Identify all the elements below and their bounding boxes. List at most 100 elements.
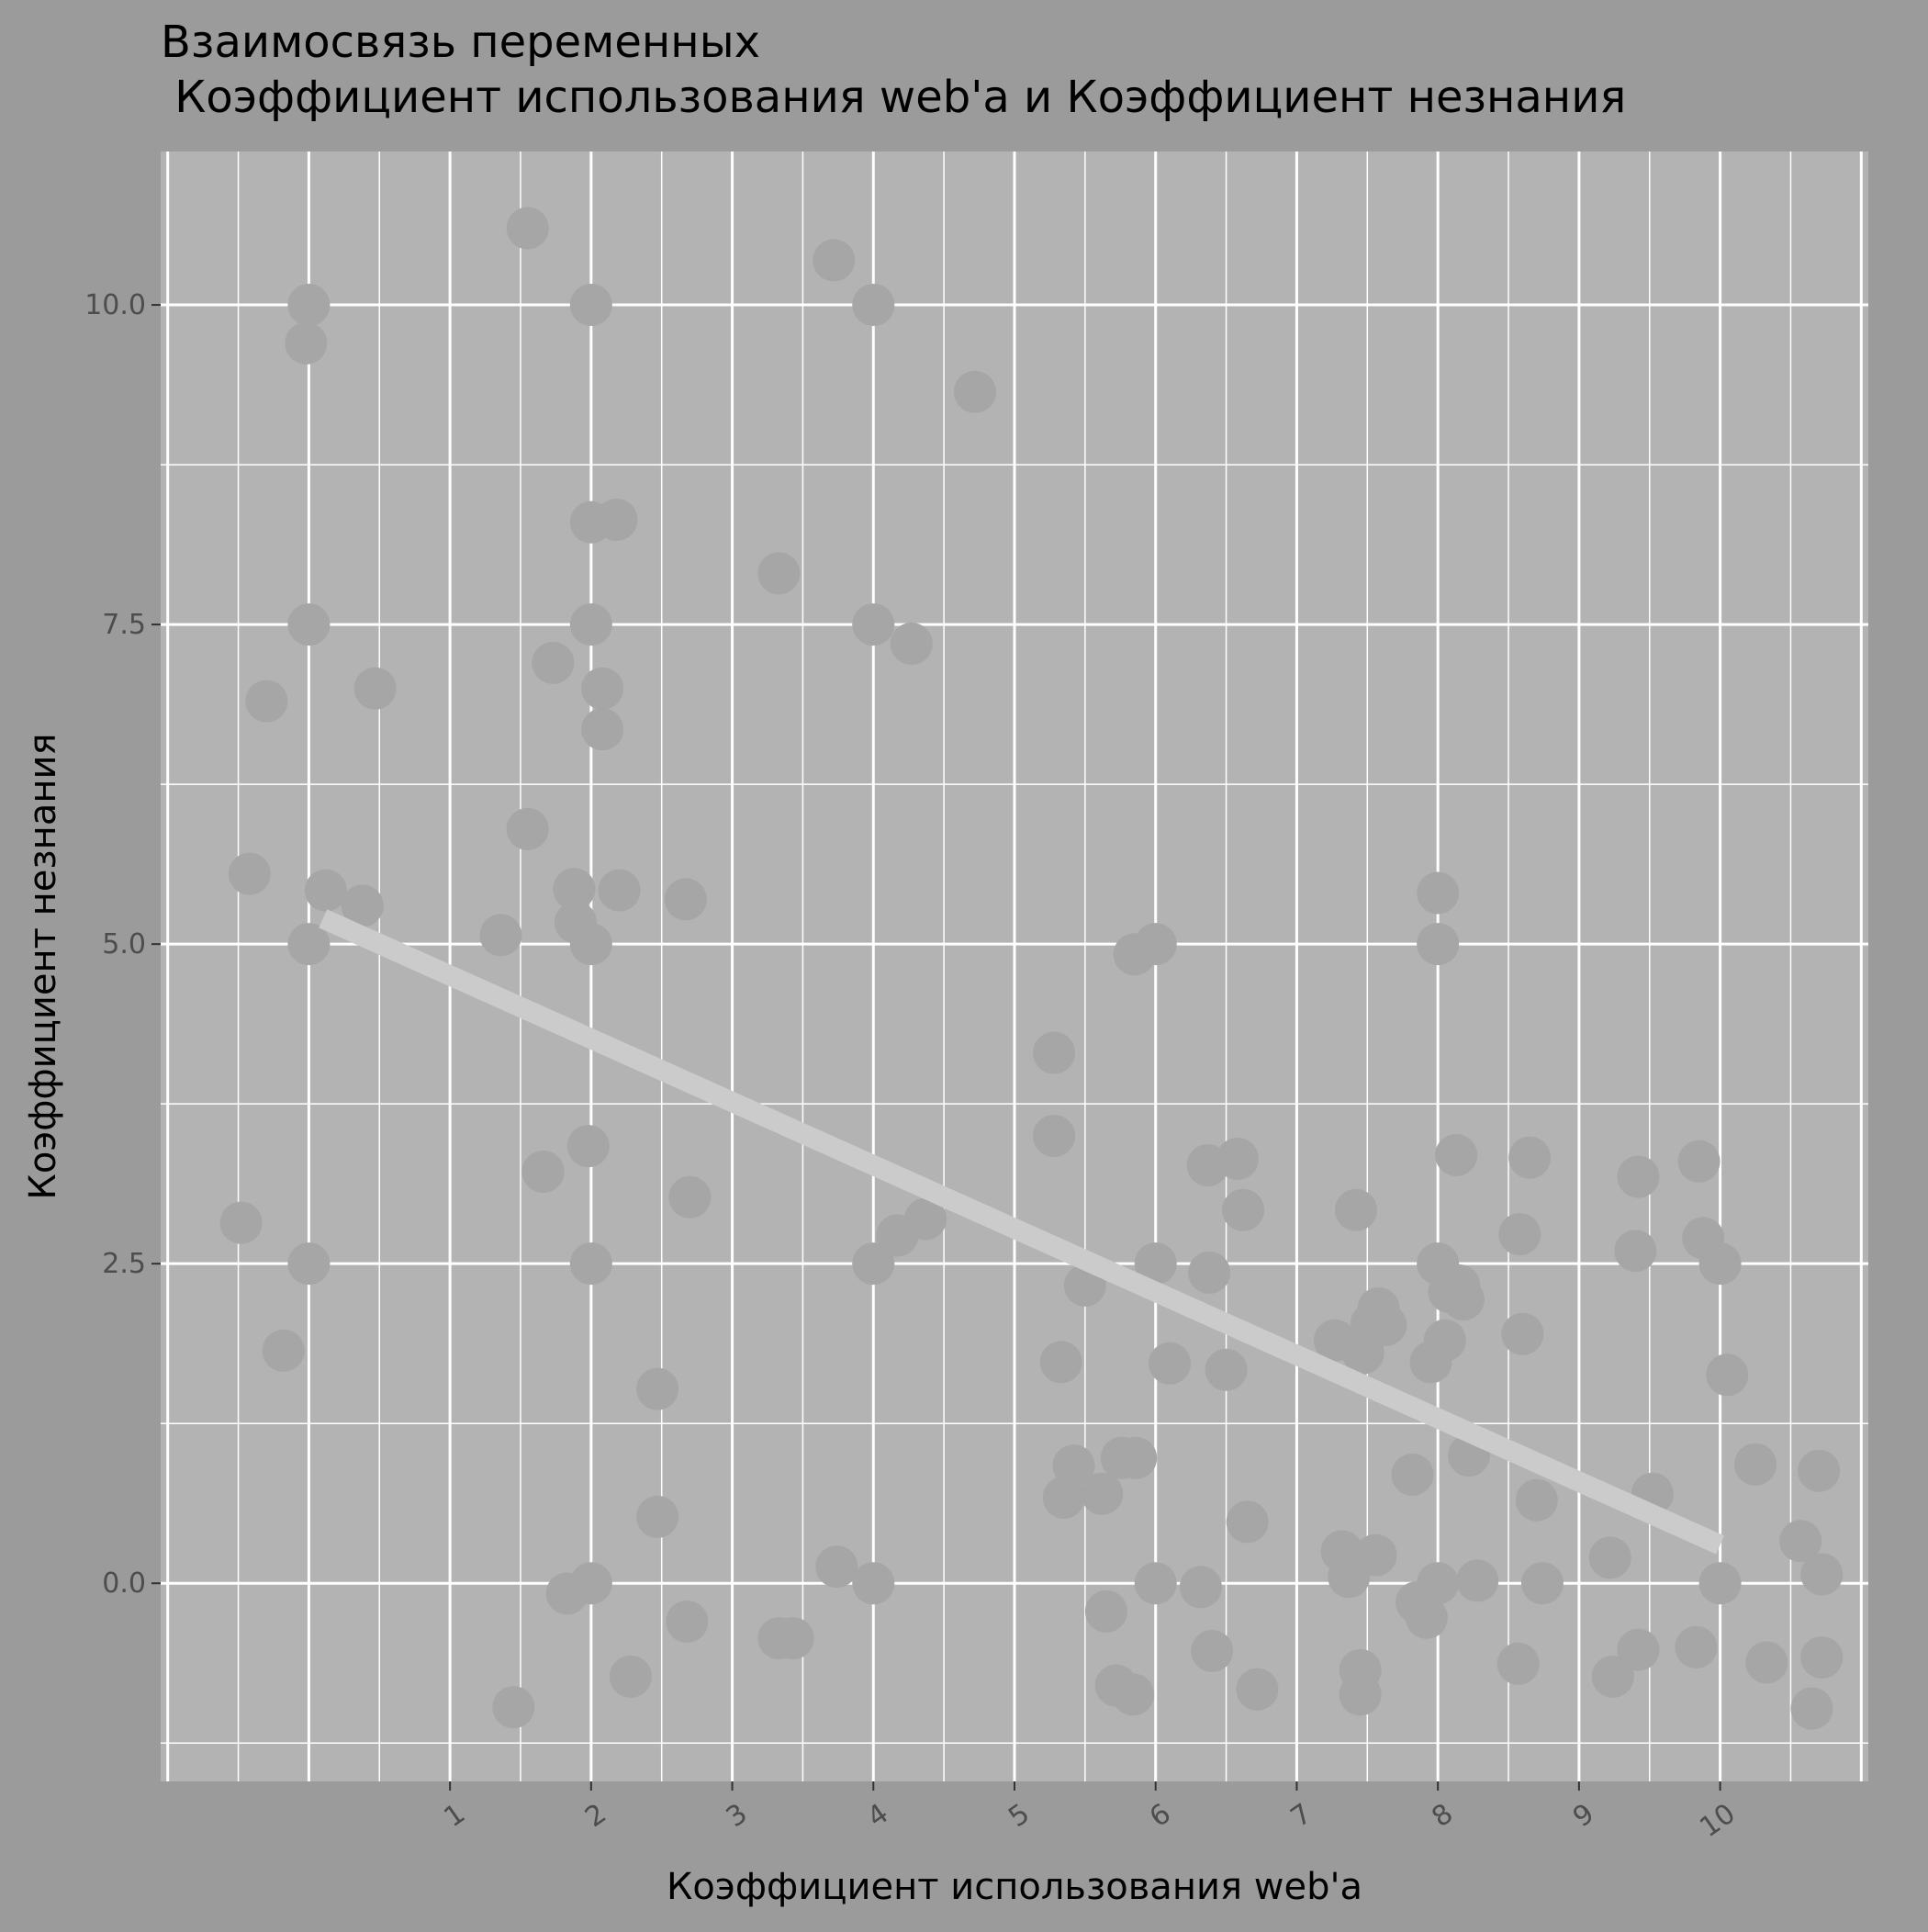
x-tick-label: 4 bbox=[862, 1798, 895, 1835]
data-point bbox=[479, 914, 522, 957]
data-point bbox=[569, 1562, 612, 1605]
data-point bbox=[532, 641, 575, 684]
data-point bbox=[598, 869, 641, 912]
data-point bbox=[1115, 1436, 1158, 1479]
data-point bbox=[1798, 1449, 1841, 1492]
data-point bbox=[815, 1545, 858, 1589]
data-point bbox=[245, 680, 288, 723]
data-point bbox=[1134, 923, 1177, 966]
data-point bbox=[1520, 1562, 1564, 1605]
data-point bbox=[904, 1197, 947, 1241]
data-point bbox=[636, 1367, 679, 1410]
data-point bbox=[1112, 1673, 1155, 1716]
data-point bbox=[566, 1125, 610, 1168]
data-point bbox=[1698, 1562, 1742, 1605]
data-point bbox=[1617, 1155, 1660, 1198]
y-tick-label: 10.0 bbox=[84, 289, 146, 321]
data-point bbox=[1042, 1476, 1085, 1519]
data-point bbox=[664, 878, 707, 921]
data-point bbox=[1677, 1140, 1721, 1183]
x-tick-label: 6 bbox=[1144, 1798, 1177, 1835]
data-point bbox=[757, 552, 801, 595]
data-point bbox=[1188, 1251, 1231, 1294]
data-point bbox=[506, 207, 549, 250]
data-point bbox=[287, 603, 331, 646]
data-point bbox=[1339, 1673, 1382, 1716]
trend-line bbox=[319, 909, 1725, 1555]
data-point bbox=[1800, 1635, 1844, 1679]
data-point bbox=[852, 603, 895, 646]
data-point bbox=[287, 923, 331, 966]
data-point bbox=[569, 1242, 612, 1286]
x-tick-label: 1 bbox=[438, 1798, 471, 1835]
data-point bbox=[1191, 1630, 1234, 1672]
data-point bbox=[1236, 1668, 1279, 1711]
data-point bbox=[1617, 1628, 1660, 1671]
data-point bbox=[581, 708, 624, 751]
data-point bbox=[304, 869, 347, 912]
data-point bbox=[1149, 1342, 1192, 1385]
data-point bbox=[1441, 1278, 1485, 1321]
data-point bbox=[1081, 1472, 1124, 1515]
data-point bbox=[228, 852, 271, 895]
data-point bbox=[1033, 1031, 1076, 1074]
data-point bbox=[341, 884, 384, 927]
data-point bbox=[219, 1201, 263, 1244]
data-point bbox=[569, 284, 612, 327]
data-point bbox=[813, 239, 856, 282]
data-point bbox=[636, 1495, 679, 1538]
data-point bbox=[1435, 1133, 1478, 1176]
y-tick-label: 7.5 bbox=[102, 609, 146, 641]
data-point bbox=[1800, 1553, 1844, 1596]
data-point bbox=[1216, 1138, 1259, 1181]
data-point bbox=[1496, 1642, 1540, 1685]
data-point bbox=[492, 1686, 535, 1729]
data-point bbox=[521, 1150, 565, 1193]
chart-title-line-1: Взаимосвязь переменных bbox=[161, 17, 760, 68]
data-point bbox=[1706, 1354, 1749, 1397]
y-tick-label: 0.0 bbox=[102, 1567, 146, 1600]
data-point bbox=[1205, 1348, 1248, 1391]
data-point bbox=[569, 603, 612, 646]
x-tick-label: 10 bbox=[1694, 1798, 1741, 1845]
data-point bbox=[595, 498, 638, 541]
data-point bbox=[1335, 1188, 1377, 1231]
data-point bbox=[852, 284, 895, 327]
data-point bbox=[852, 1242, 895, 1286]
data-point bbox=[287, 284, 331, 327]
data-point bbox=[1417, 923, 1460, 966]
data-point bbox=[1417, 871, 1460, 915]
data-point bbox=[569, 923, 612, 966]
data-point bbox=[1226, 1500, 1269, 1544]
x-tick-label: 9 bbox=[1567, 1798, 1600, 1835]
data-point bbox=[1591, 1655, 1634, 1698]
x-tick-label: 5 bbox=[1003, 1798, 1036, 1835]
data-point bbox=[1084, 1589, 1127, 1633]
data-point bbox=[1508, 1136, 1552, 1179]
data-point bbox=[1588, 1536, 1631, 1579]
data-point bbox=[1364, 1304, 1407, 1346]
data-point bbox=[1033, 1114, 1076, 1157]
x-axis-title: Коэффициент использования web'a bbox=[667, 1866, 1362, 1908]
data-point bbox=[1039, 1341, 1082, 1384]
data-point bbox=[609, 1655, 652, 1698]
data-point bbox=[1134, 1242, 1177, 1286]
data-point bbox=[1052, 1444, 1095, 1488]
data-point bbox=[890, 622, 933, 665]
data-point bbox=[1614, 1230, 1657, 1273]
data-point bbox=[553, 868, 596, 911]
data-point bbox=[1501, 1312, 1544, 1355]
data-point bbox=[1417, 1562, 1460, 1605]
data-point bbox=[1745, 1641, 1788, 1684]
data-point bbox=[1222, 1188, 1265, 1231]
chart-title-line-2: Коэффициент использования web'a и Коэффи… bbox=[161, 72, 1627, 123]
data-point bbox=[1515, 1478, 1558, 1522]
data-point bbox=[1698, 1242, 1742, 1286]
y-tick-label: 5.0 bbox=[102, 928, 146, 960]
data-point bbox=[1498, 1213, 1541, 1256]
data-point bbox=[262, 1329, 305, 1372]
data-point bbox=[666, 1600, 709, 1643]
data-point bbox=[1456, 1559, 1499, 1602]
